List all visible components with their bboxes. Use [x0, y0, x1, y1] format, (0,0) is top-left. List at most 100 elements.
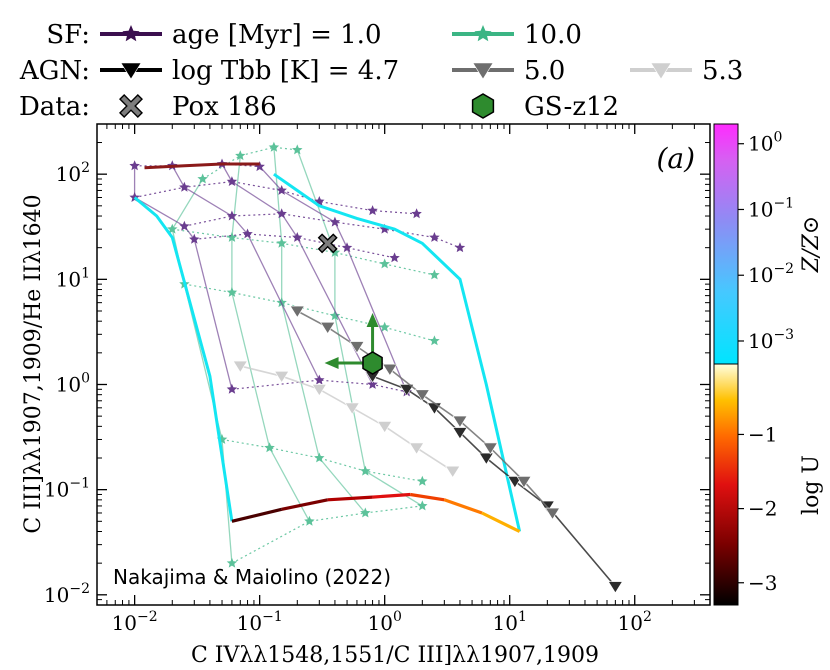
colorbar-z-tick-label: 10−2 — [748, 261, 794, 287]
agn-triangle-point — [409, 442, 425, 455]
y-tick-label: 10−1 — [44, 476, 90, 502]
x-tick-label: 10−1 — [237, 609, 283, 635]
y-tick-label: 10−2 — [44, 581, 90, 607]
colorbar-z-tick-label: 10−3 — [748, 327, 794, 353]
agn-triangle-point — [452, 415, 468, 428]
legend-cross-icon — [119, 94, 143, 118]
envelope-line — [327, 495, 373, 502]
agn-triangle-point — [344, 402, 360, 415]
sf-star-point — [314, 196, 325, 206]
colorbar-z — [713, 123, 739, 365]
agn-triangle-point — [274, 370, 290, 384]
legend-item-label: Pox 186 — [172, 92, 277, 122]
legend-row-label: AGN: — [19, 56, 90, 86]
panel-label: (a) — [656, 142, 695, 175]
sf-grid-line — [171, 165, 320, 381]
sf-grid-line — [194, 233, 395, 259]
colorbar-z-tick-label: 10−1 — [748, 195, 794, 221]
sf-star-point — [292, 144, 303, 155]
legend-hex-icon — [471, 93, 495, 119]
envelope-line — [133, 196, 234, 522]
legend: SF: age [Myr] = 1.0 10.0 AGN: log Tbb [K] = … — [19, 20, 744, 122]
agn-triangle-point — [382, 363, 398, 376]
y-axis-label: C III]λλ1907,1909/He IIλ1640 — [21, 194, 46, 533]
agn-triangle-point — [311, 384, 327, 397]
x-axis-label: C IVλλ1548,1551/C III]λλ1907,1909 — [191, 643, 599, 668]
sf-grid-line — [231, 505, 423, 564]
sf-star-point — [197, 173, 208, 184]
sf-grid-line — [221, 438, 423, 482]
colorbar-z-tick-label: 100 — [748, 130, 782, 156]
legend-star-icon — [474, 25, 492, 42]
colorbar-u-tick-label: −2 — [748, 497, 777, 521]
attribution: Nakajima & Maiolino (2022) — [113, 565, 391, 589]
plot-area — [129, 141, 623, 594]
sf-grid-line — [172, 228, 435, 276]
y-tick-label: 102 — [56, 160, 90, 186]
legend-row-label: Data: — [19, 92, 90, 122]
agn-triangle-point — [544, 507, 561, 520]
envelope-line — [443, 498, 483, 515]
agn-triangle-point — [377, 421, 393, 434]
pox186-marker — [317, 233, 338, 254]
legend-triangle-icon — [120, 62, 142, 80]
agn-triangle-point — [232, 360, 248, 373]
colorbar-u-tick-label: −1 — [748, 422, 777, 446]
sf-star-point — [379, 223, 390, 234]
agn-triangle-point — [482, 442, 498, 455]
plot-frame — [96, 123, 711, 606]
envelope-line — [144, 162, 260, 170]
sf-star-point — [429, 232, 440, 242]
y-tick-label: 100 — [56, 370, 90, 396]
envelope-line — [409, 492, 445, 502]
sf-star-point — [389, 252, 400, 263]
sf-star-point — [429, 335, 440, 346]
colorbar-u — [713, 363, 739, 606]
agn-triangle-point — [320, 322, 336, 335]
left-limit-arrowhead — [324, 357, 339, 370]
legend-row-label: SF: — [46, 20, 90, 50]
envelope-line — [231, 507, 283, 523]
sf-star-point — [367, 205, 378, 216]
legend-item-label: log Tbb [K] = 4.7 — [172, 56, 399, 86]
legend-item-label: GS-z12 — [524, 92, 619, 122]
legend-triangle-icon — [650, 62, 672, 80]
envelope-line — [481, 511, 521, 533]
legend-item-label: 10.0 — [524, 20, 582, 50]
upper-limit-arrowhead — [366, 313, 379, 328]
x-tick-label: 100 — [367, 609, 401, 635]
x-tick-label: 10−2 — [112, 609, 158, 635]
sf-grid-line — [202, 146, 298, 180]
agn-triangle-point — [349, 341, 365, 354]
sf-grid-line — [259, 166, 408, 393]
sf-star-point — [235, 150, 246, 161]
x-tick-label: 102 — [618, 609, 652, 635]
x-tick-label: 101 — [493, 609, 527, 635]
sf-star-point — [268, 141, 280, 152]
sf-grid-line — [184, 283, 435, 342]
colorbar: Z/Z⊙ log U 100 10−1 10−2 10−3 −1 −2 −3 — [713, 123, 824, 606]
legend-item-label: 5.0 — [524, 56, 565, 86]
envelope-line — [372, 492, 411, 499]
agn-triangle-point — [607, 581, 623, 594]
sf-grid-line — [296, 149, 423, 507]
axes: 10−2 10−1 100 101 102 10−2 10−1 100 101 102 — [44, 123, 711, 635]
colorbar-z-label: Z/Z⊙ — [799, 216, 824, 273]
gsz12-marker — [362, 351, 383, 375]
agn-triangle-point — [289, 305, 305, 318]
agn-triangle-point — [399, 384, 415, 397]
sf-grid-line — [221, 163, 374, 385]
colorbar-u-tick-label: −3 — [748, 571, 777, 595]
envelope-line — [273, 172, 522, 532]
legend-item-label: 5.3 — [702, 56, 743, 86]
legend-star-icon — [122, 25, 140, 42]
sf-star-point — [417, 475, 428, 486]
sf-star-point — [379, 321, 390, 332]
sf-star-point — [429, 269, 440, 280]
envelope-line — [281, 498, 329, 511]
y-tick-label: 101 — [56, 265, 90, 291]
legend-triangle-icon — [472, 62, 494, 80]
sf-star-point — [379, 258, 390, 269]
agn-triangle-point — [478, 452, 494, 465]
